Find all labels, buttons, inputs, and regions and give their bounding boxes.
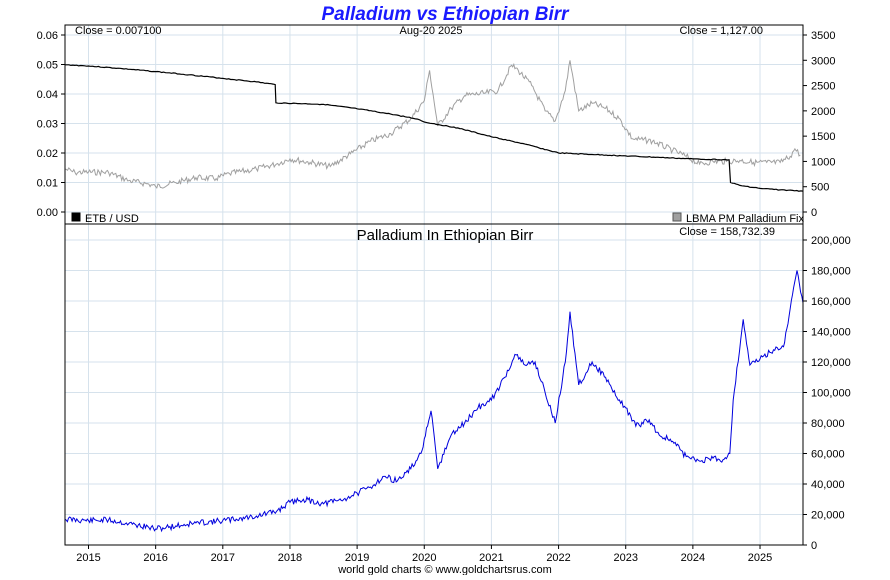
y-left-tick-label: 0.02 (37, 148, 58, 160)
left-close-label: Close = 0.007100 (75, 25, 162, 37)
x-tick-label: 2017 (211, 552, 235, 564)
legend-swatch-palladium (672, 212, 682, 222)
y-right-tick-label: 500 (811, 182, 829, 194)
y-bottom-tick-label: 100,000 (811, 388, 851, 400)
series-palladium-line (64, 60, 801, 189)
top-panel-series (64, 60, 804, 192)
y-bottom-tick-label: 120,000 (811, 357, 851, 369)
y-right-tick-label: 3000 (811, 55, 835, 67)
date-label: Aug-20 2025 (400, 25, 463, 37)
bottom-close-label: Close = 158,732.39 (679, 226, 775, 238)
y-left-tick-label: 0.06 (37, 30, 58, 42)
y-right-tick-label: 2000 (811, 106, 835, 118)
x-tick-label: 2018 (278, 552, 302, 564)
x-tick-label: 2015 (76, 552, 100, 564)
x-tick-label: 2025 (748, 552, 772, 564)
y-left-tick-label: 0.00 (37, 207, 58, 219)
y-left-tick-label: 0.05 (37, 60, 58, 72)
y-right-tick-label: 1500 (811, 131, 835, 143)
x-tick-label: 2016 (143, 552, 167, 564)
x-tick-label: 2019 (345, 552, 369, 564)
y-bottom-tick-label: 0 (811, 540, 817, 552)
y-bottom-tick-label: 140,000 (811, 327, 851, 339)
bottom-panel-grid (65, 224, 803, 546)
x-tick-label: 2021 (479, 552, 503, 564)
legend-etb-usd: ETB / USD (85, 213, 139, 225)
y-left-tick-label: 0.03 (37, 119, 58, 131)
chart-title: Palladium vs Ethiopian Birr (321, 4, 570, 25)
x-tick-label: 2020 (412, 552, 436, 564)
legend-palladium: LBMA PM Palladium Fix (686, 213, 804, 225)
series-etb-usd-line (65, 64, 804, 192)
x-tick-label: 2023 (613, 552, 637, 564)
y-bottom-tick-label: 80,000 (811, 418, 845, 430)
series-palladium-etb-line (64, 270, 804, 533)
y-bottom-tick-label: 40,000 (811, 479, 845, 491)
bottom-panel-title: Palladium In Ethiopian Birr (357, 227, 534, 244)
y-left-tick-label: 0.01 (37, 178, 58, 190)
y-bottom-tick-label: 60,000 (811, 449, 845, 461)
footer-credit: world gold charts © www.goldchartsrus.co… (337, 564, 552, 575)
y-bottom-tick-label: 200,000 (811, 235, 851, 247)
bottom-panel-series (64, 270, 804, 533)
y-bottom-tick-label: 160,000 (811, 296, 851, 308)
top-panel-grid (65, 25, 803, 224)
y-bottom-tick-label: 180,000 (811, 266, 851, 278)
chart-frame (64, 24, 804, 546)
right-close-label: Close = 1,127.00 (680, 25, 763, 37)
y-right-tick-label: 3500 (811, 30, 835, 42)
legend-swatch-etb (71, 212, 81, 222)
y-bottom-tick-label: 20,000 (811, 510, 845, 522)
x-tick-label: 2022 (546, 552, 570, 564)
y-right-tick-label: 1000 (811, 156, 835, 168)
y-right-tick-label: 2500 (811, 81, 835, 93)
x-tick-label: 2024 (681, 552, 705, 564)
y-right-tick-label: 0 (811, 207, 817, 219)
y-left-tick-label: 0.04 (37, 89, 58, 101)
axis-ticks: 2015 2016 2017 2018 2019 2020 2021 2022 2023 2024… (37, 30, 851, 564)
